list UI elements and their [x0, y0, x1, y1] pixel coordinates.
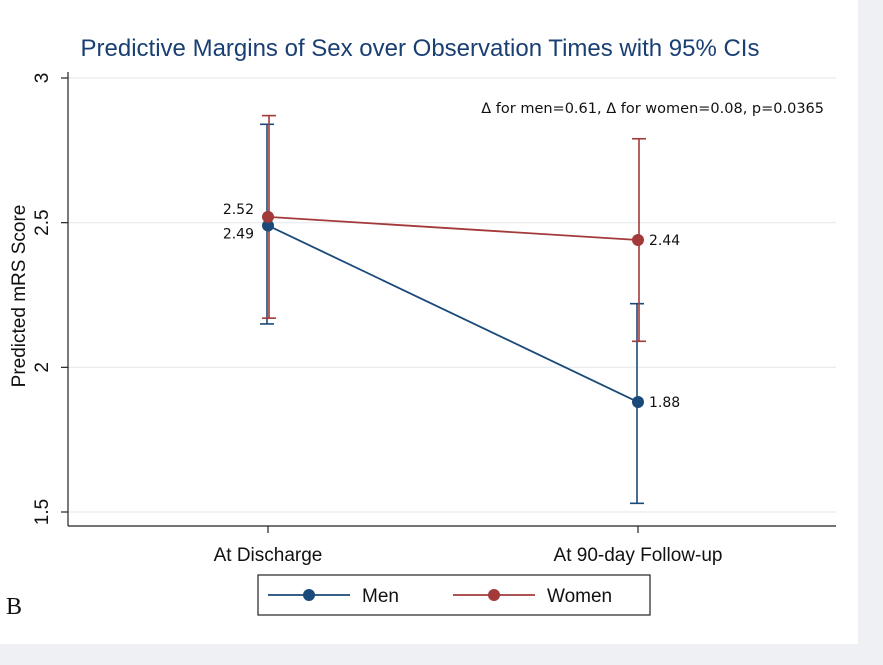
series-line-men — [267, 224, 639, 403]
data-point-women — [632, 234, 644, 247]
chart-title: Predictive Margins of Sex over Observati… — [81, 35, 760, 62]
figure-panel: Predictive Margins of Sex over Observati… — [0, 0, 858, 644]
legend-label-women: Women — [547, 586, 612, 607]
legend-label-men: Men — [362, 586, 399, 607]
data-label-men: 1.88 — [649, 395, 680, 411]
y-axis-label: Predicted mRS Score — [9, 205, 30, 388]
annotation-text: Δ for men=0.61, Δ for women=0.08, p=0.03… — [481, 101, 824, 117]
data-label-women: 2.52 — [223, 202, 254, 218]
y-tick-label: 2 — [32, 362, 53, 373]
y-tick-label: 2.5 — [32, 209, 53, 235]
panel-label: B — [6, 594, 22, 620]
series-line-women — [267, 215, 639, 241]
data-label-women: 2.44 — [649, 233, 680, 249]
x-tick-label: At Discharge — [214, 545, 323, 566]
y-tick-label: 3 — [32, 73, 53, 84]
legend-marker-men — [303, 589, 315, 601]
x-tick-label: At 90-day Follow-up — [554, 545, 723, 566]
chart: Predictive Margins of Sex over Observati… — [6, 35, 836, 620]
data-point-men — [632, 396, 644, 409]
data-point-men — [262, 219, 274, 232]
data-point-women — [262, 210, 274, 223]
legend-marker-women — [488, 589, 500, 601]
y-tick-label: 1.5 — [32, 499, 53, 525]
data-label-men: 2.49 — [223, 227, 254, 243]
